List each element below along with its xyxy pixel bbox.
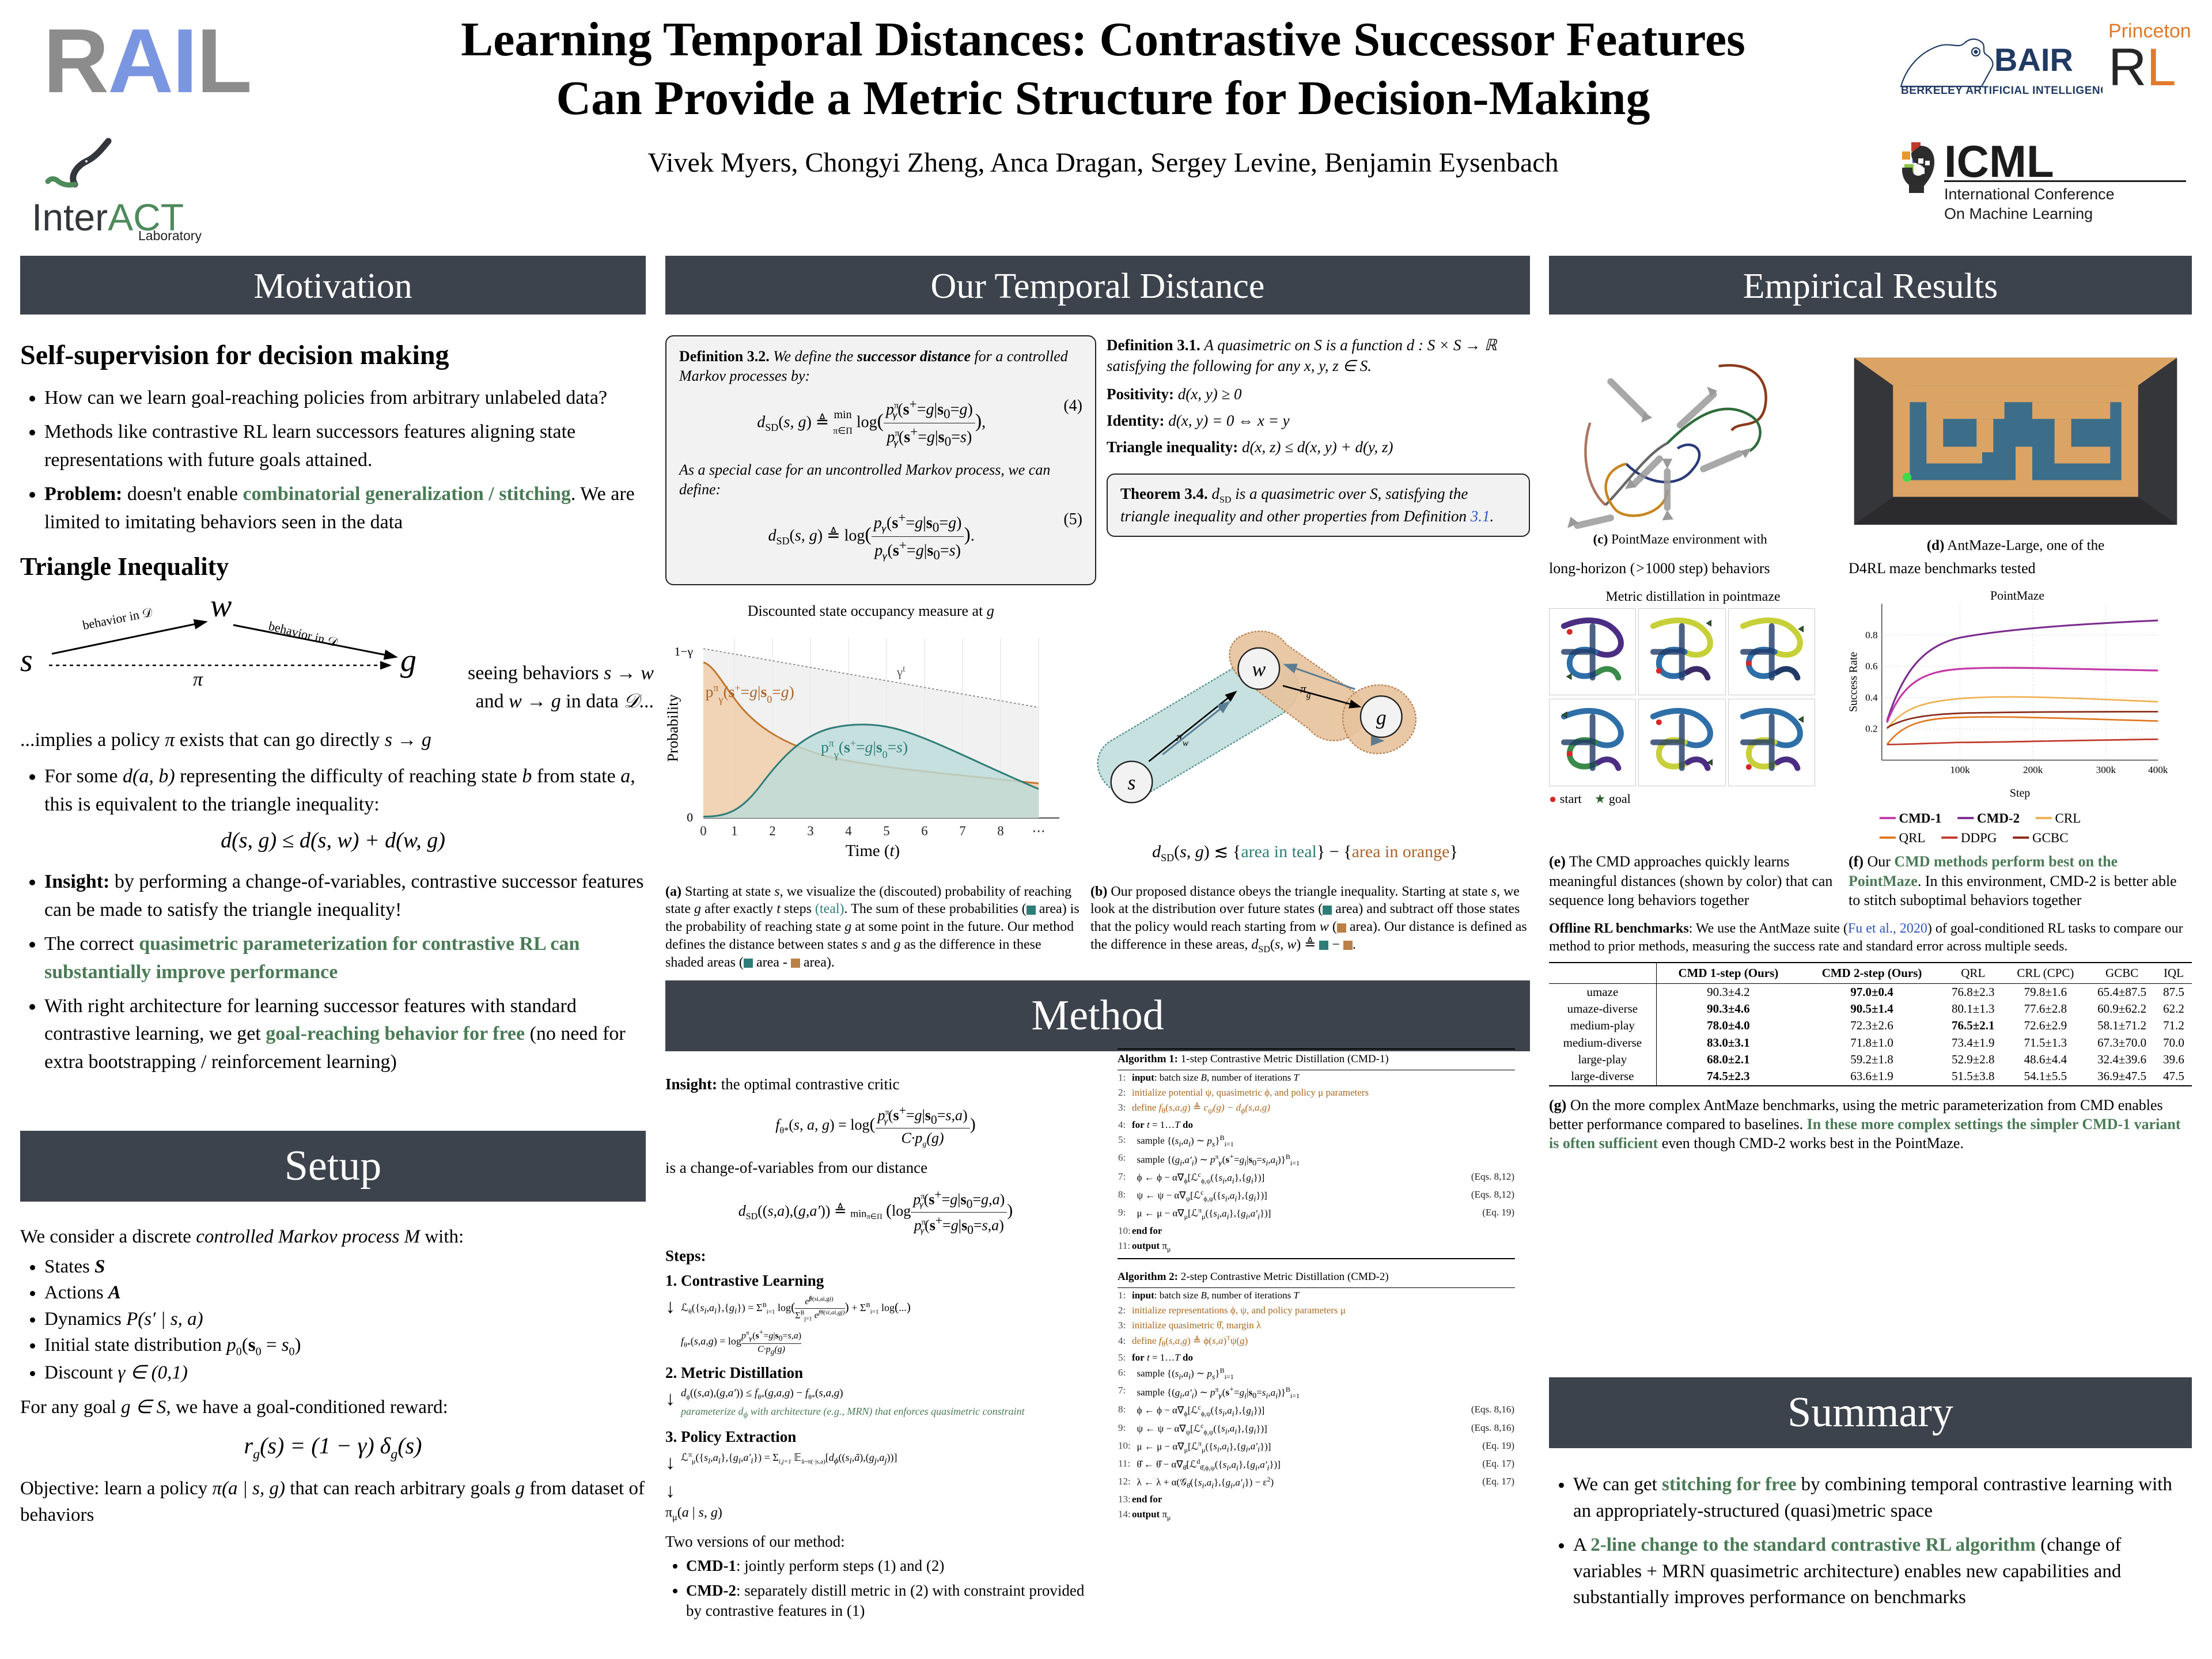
svg-text:1−γ: 1−γ: [674, 645, 693, 658]
svg-text:200k: 200k: [2023, 764, 2043, 775]
svg-text:PointMaze: PointMaze: [1990, 589, 2044, 603]
svg-text:behavior in 𝒟: behavior in 𝒟: [267, 619, 339, 650]
svg-text:4: 4: [845, 824, 852, 838]
svg-text:1: 1: [731, 824, 737, 838]
svg-text:(c) PointMaze environment with: (c) PointMaze environment with: [1593, 532, 1768, 547]
svg-text:s: s: [20, 643, 33, 679]
svg-text:w: w: [1252, 658, 1266, 681]
svg-text:0.8: 0.8: [1865, 630, 1877, 641]
svg-text:300k: 300k: [2096, 764, 2116, 775]
svg-text:2: 2: [769, 824, 775, 838]
svg-text:5: 5: [883, 824, 889, 838]
svg-text:BERKELEY ARTIFICIAL INTELLIGEN: BERKELEY ARTIFICIAL INTELLIGENCE RESEARC…: [1901, 85, 2103, 97]
svg-text:behavior in 𝒟: behavior in 𝒟: [81, 605, 154, 632]
svg-text:Success Rate: Success Rate: [1847, 652, 1859, 712]
svg-text:0.4: 0.4: [1865, 692, 1878, 703]
svg-text:0.6: 0.6: [1865, 661, 1878, 672]
svg-text:Time (t): Time (t): [846, 842, 900, 860]
svg-text:w: w: [210, 590, 232, 624]
svg-text:3: 3: [807, 824, 813, 838]
svg-text:6: 6: [921, 824, 927, 838]
svg-text:⋯: ⋯: [1032, 824, 1046, 838]
svg-text:0: 0: [700, 824, 706, 838]
svg-text:(d) AntMaze-Large, one of the: (d) AntMaze-Large, one of the: [1927, 537, 2105, 553]
svg-text:100k: 100k: [1950, 764, 1970, 775]
svg-text:0: 0: [687, 810, 693, 824]
svg-text:s: s: [1128, 771, 1136, 794]
svg-text:γt: γt: [896, 664, 906, 680]
svg-text:BAIR: BAIR: [1994, 41, 2073, 78]
svg-text:π: π: [193, 669, 203, 690]
svg-text:g: g: [1376, 706, 1387, 729]
svg-text:0.2: 0.2: [1865, 724, 1877, 734]
svg-text:400k: 400k: [2148, 764, 2168, 775]
svg-text:Laboratory: Laboratory: [138, 228, 202, 243]
svg-text:g: g: [400, 643, 416, 679]
svg-text:7: 7: [959, 824, 965, 838]
svg-text:Step: Step: [2010, 787, 2030, 800]
svg-text:8: 8: [997, 824, 1003, 838]
svg-text:Probability: Probability: [665, 694, 681, 762]
